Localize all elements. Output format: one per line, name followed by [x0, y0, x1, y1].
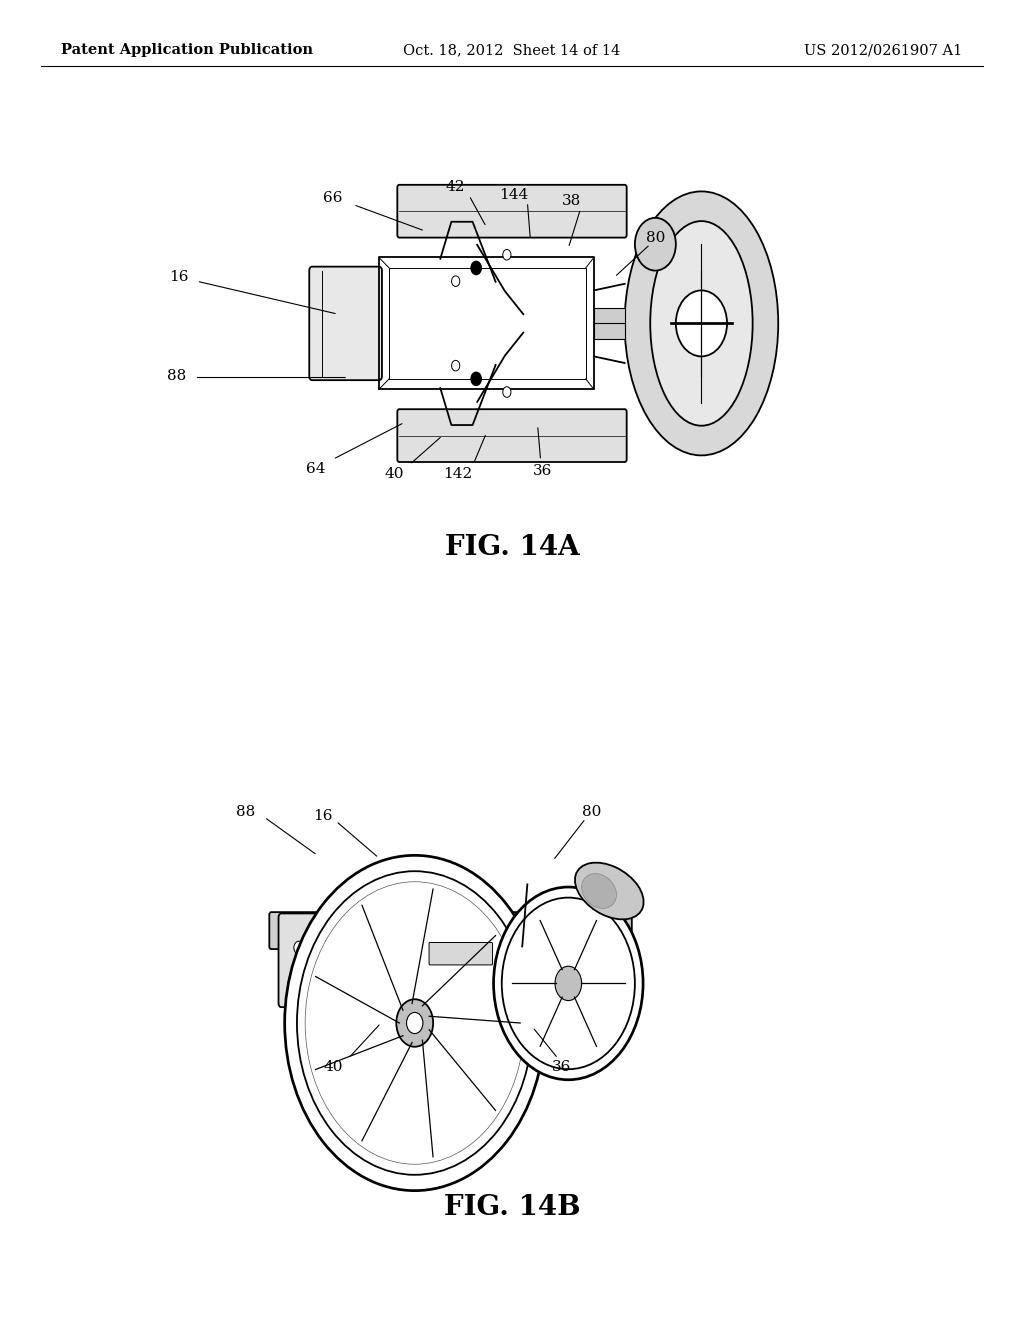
Text: 36: 36: [552, 1060, 570, 1073]
Text: 80: 80: [583, 805, 601, 818]
FancyBboxPatch shape: [269, 912, 632, 949]
Circle shape: [502, 898, 635, 1069]
Ellipse shape: [625, 191, 778, 455]
FancyBboxPatch shape: [429, 942, 493, 965]
Circle shape: [635, 218, 676, 271]
Circle shape: [294, 941, 304, 954]
Circle shape: [503, 249, 511, 260]
Text: FIG. 14B: FIG. 14B: [443, 1195, 581, 1221]
Circle shape: [555, 966, 582, 1001]
Text: 16: 16: [312, 809, 333, 822]
FancyBboxPatch shape: [279, 913, 321, 1007]
Text: 38: 38: [562, 194, 581, 207]
Circle shape: [294, 973, 304, 986]
FancyBboxPatch shape: [397, 409, 627, 462]
Circle shape: [452, 360, 460, 371]
Text: 88: 88: [167, 370, 185, 383]
Text: Patent Application Publication: Patent Application Publication: [61, 44, 313, 57]
Ellipse shape: [582, 874, 616, 908]
Bar: [594, 308, 625, 339]
Circle shape: [494, 887, 643, 1080]
Circle shape: [471, 372, 481, 385]
Text: 142: 142: [443, 467, 472, 480]
Circle shape: [407, 1012, 423, 1034]
Text: US 2012/0261907 A1: US 2012/0261907 A1: [804, 44, 963, 57]
Circle shape: [285, 855, 545, 1191]
Circle shape: [503, 387, 511, 397]
Circle shape: [396, 999, 433, 1047]
Text: 40: 40: [384, 467, 404, 480]
Text: 88: 88: [237, 805, 255, 818]
Text: 36: 36: [534, 465, 552, 478]
Ellipse shape: [650, 220, 753, 425]
Text: 42: 42: [445, 181, 466, 194]
FancyBboxPatch shape: [397, 185, 627, 238]
Text: 144: 144: [500, 189, 528, 202]
FancyBboxPatch shape: [309, 267, 382, 380]
Ellipse shape: [574, 863, 644, 919]
Text: 66: 66: [323, 191, 343, 205]
Circle shape: [676, 290, 727, 356]
Text: FIG. 14A: FIG. 14A: [444, 535, 580, 561]
Circle shape: [452, 276, 460, 286]
Text: 40: 40: [323, 1060, 343, 1073]
Circle shape: [471, 261, 481, 275]
Text: 64: 64: [305, 462, 326, 475]
FancyBboxPatch shape: [291, 945, 610, 969]
Text: 80: 80: [646, 231, 665, 244]
Text: Oct. 18, 2012  Sheet 14 of 14: Oct. 18, 2012 Sheet 14 of 14: [403, 44, 621, 57]
Text: 16: 16: [169, 271, 189, 284]
Circle shape: [305, 882, 524, 1164]
Circle shape: [297, 871, 532, 1175]
